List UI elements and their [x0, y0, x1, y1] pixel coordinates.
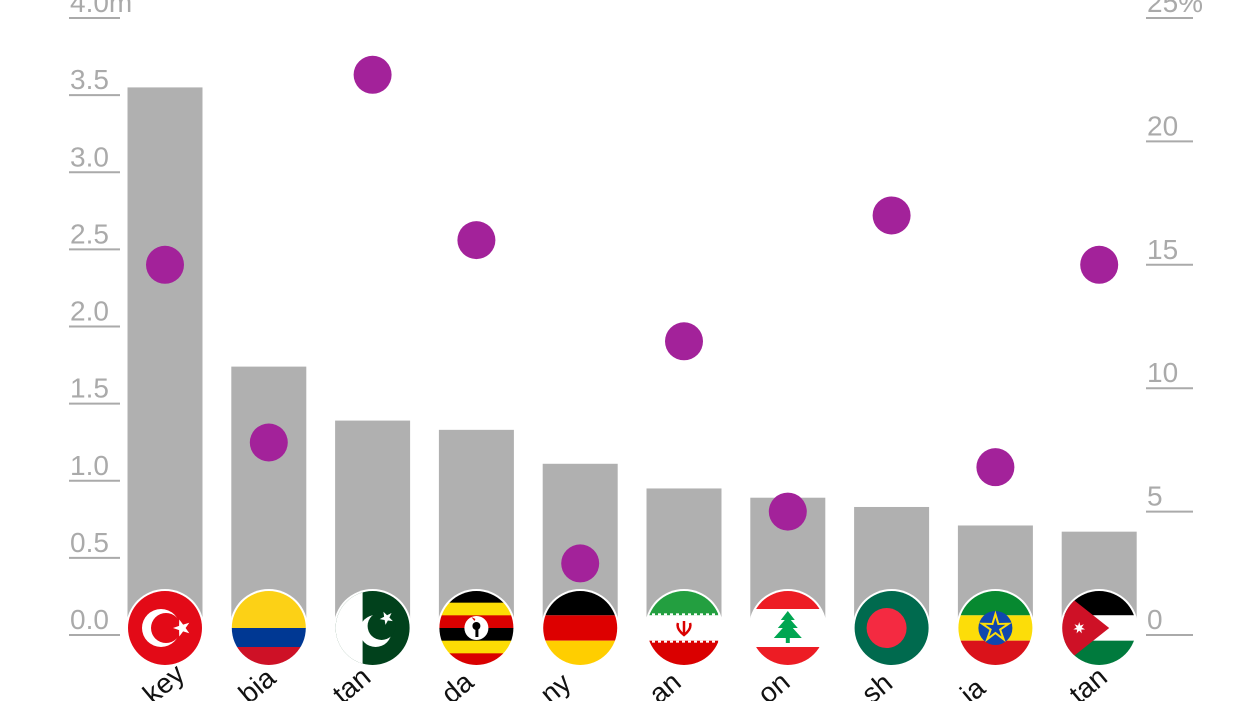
bar-turkey [127, 87, 203, 636]
category-label-jordan: tan [1063, 661, 1113, 701]
right-axis: 0 5 10 15 20 25% [1146, 0, 1203, 636]
dots-series [146, 55, 1119, 583]
uganda-flag-icon [437, 589, 516, 667]
colombia-flag-icon [229, 589, 308, 667]
category-label-colombia: bia [233, 662, 282, 701]
left-axis-tick-label: 4.0m [70, 0, 132, 18]
category-label-bangladesh: sh [856, 667, 899, 701]
flags [126, 589, 1139, 667]
dot-lebanon [768, 492, 807, 531]
dot-sudan [665, 322, 703, 361]
left-axis-tick-label: 1.5 [70, 373, 109, 404]
category-labels: key bia tan da ny an on sh ia tan [137, 658, 1113, 701]
left-axis-tick-label: 2.5 [70, 218, 109, 249]
germany-flag-icon [541, 589, 620, 667]
right-axis-tick-label: 10 [1147, 357, 1178, 388]
dot-uganda [457, 221, 496, 260]
lebanon-flag-icon [748, 589, 827, 667]
left-axis: 0.0 0.5 1.0 1.5 2.0 2.5 3.0 3.5 4.0m [69, 0, 132, 636]
left-axis-tick-label: 3.5 [70, 64, 109, 95]
left-axis-tick-label: 0.0 [70, 604, 109, 635]
category-label-germany: ny [534, 667, 577, 701]
bars-series [127, 87, 1137, 636]
dot-germany [561, 544, 600, 583]
dot-colombia [249, 423, 288, 462]
category-label-uganda: da [435, 666, 479, 701]
right-axis-tick-label: 0 [1147, 604, 1163, 635]
left-axis-tick-label: 0.5 [70, 527, 109, 558]
bangladesh-flag-icon [852, 589, 931, 667]
dot-pakistan [353, 55, 392, 94]
left-axis-tick-label: 1.0 [70, 450, 109, 481]
iran-flag-icon [645, 589, 723, 667]
dot-jordan [1080, 245, 1119, 284]
right-axis-tick-label: 20 [1147, 110, 1178, 141]
right-axis-tick-label: 15 [1147, 234, 1178, 265]
pakistan-flag-icon [333, 589, 412, 667]
dot-ethiopia [976, 448, 1015, 487]
category-label-turkey: key [137, 658, 190, 701]
category-label-ethiopia: ia [954, 672, 991, 701]
right-axis-tick-label: 25% [1147, 0, 1203, 18]
turkey-flag-icon [126, 589, 204, 667]
category-label-sudan: an [643, 666, 687, 701]
jordan-flag-icon [1060, 589, 1139, 667]
ethiopia-flag-icon [956, 589, 1035, 667]
dot-bangladesh [872, 196, 911, 235]
left-axis-tick-label: 3.0 [70, 141, 109, 172]
right-axis-tick-label: 5 [1147, 481, 1163, 512]
category-label-pakistan: tan [327, 661, 377, 701]
category-label-lebanon: on [752, 666, 796, 701]
dot-turkey [146, 245, 184, 284]
left-axis-tick-label: 2.0 [70, 296, 109, 327]
